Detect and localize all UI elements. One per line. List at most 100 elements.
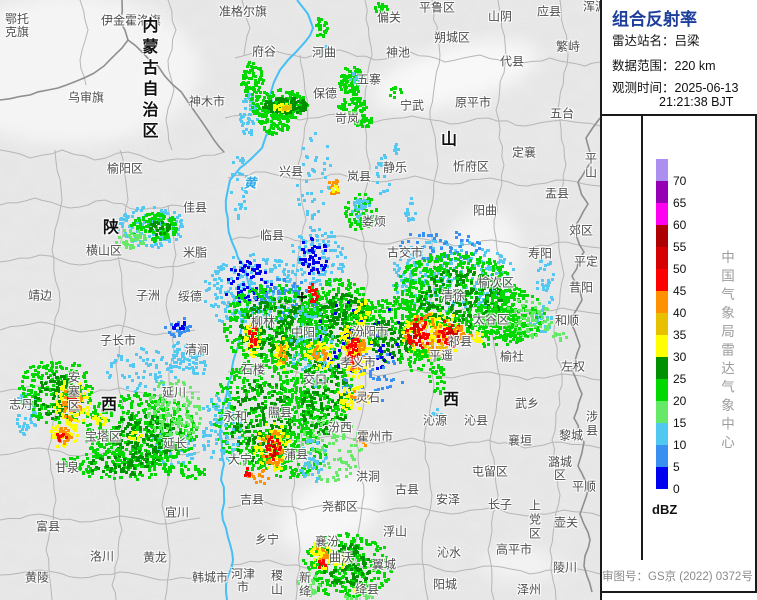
place-label: 米脂 xyxy=(182,245,208,260)
place-label: 稷山 xyxy=(269,569,284,597)
place-label: 新绛 xyxy=(297,571,312,599)
place-label: 岢岚 xyxy=(334,111,360,126)
place-label: 阳城 xyxy=(432,577,458,592)
dbz-tick-label: 65 xyxy=(673,196,687,210)
place-label: 保德 xyxy=(312,86,338,101)
place-label: 长子 xyxy=(487,497,513,512)
time-value-line2: 21:21:38 BJT xyxy=(659,95,734,109)
dbz-tick-label: 55 xyxy=(673,240,687,254)
place-label: 陵川 xyxy=(552,560,578,575)
province-label: 内蒙古自治区 xyxy=(139,17,157,143)
place-label: 吉县 xyxy=(239,492,265,507)
dbz-color-step xyxy=(656,181,668,203)
place-label: 娄烦 xyxy=(361,214,387,229)
dbz-tick-label: 15 xyxy=(673,416,687,430)
range-label: 数据范围： xyxy=(612,59,675,73)
header-separator-line xyxy=(602,114,757,116)
dbz-color-step xyxy=(656,159,668,181)
place-label: 孝义市 xyxy=(339,355,377,370)
dbz-color-step xyxy=(656,335,668,357)
place-label: 平顺 xyxy=(571,479,597,494)
map-canvas xyxy=(0,0,601,600)
dbz-color-step xyxy=(656,445,668,467)
place-label: 高平市 xyxy=(495,542,533,557)
place-label: 代县 xyxy=(499,54,525,69)
province-label: 西 xyxy=(100,396,122,414)
place-label: 榆社 xyxy=(499,349,525,364)
range-value: 220 km xyxy=(674,59,716,73)
dbz-tick-label: 60 xyxy=(673,218,687,232)
place-label: 平遥 xyxy=(428,348,454,363)
station-row: 雷达站名：吕梁 xyxy=(612,30,700,49)
dbz-tick-label: 10 xyxy=(673,438,687,452)
place-label: 襄垣 xyxy=(507,433,533,448)
time-label: 观测时间： xyxy=(612,81,675,95)
place-label: 黎城 xyxy=(558,428,584,443)
dbz-tick-label: 25 xyxy=(673,372,687,386)
dbz-tick-label: 45 xyxy=(673,284,687,298)
place-label: 朔城区 xyxy=(433,30,471,45)
dbz-color-step xyxy=(656,247,668,269)
info-panel: 组合反射率 雷达站名：吕梁 数据范围：220 km 观测时间：2025-06-1… xyxy=(602,0,757,600)
agency-watermark: 中国气象局雷达气象中心 xyxy=(719,250,734,454)
place-label: 太谷区 xyxy=(472,312,510,327)
place-label: 绥德 xyxy=(177,289,203,304)
place-label: 宝塔区 xyxy=(84,429,122,444)
place-label: 浑源 xyxy=(582,0,601,14)
place-label: 子洲 xyxy=(135,288,161,303)
place-label: 安塞区 xyxy=(66,371,81,413)
place-label: 河曲 xyxy=(311,45,337,60)
place-label: 乌审旗 xyxy=(67,90,105,105)
radar-echoes xyxy=(16,2,568,600)
dbz-tick-label: 0 xyxy=(673,482,680,496)
dbz-unit-label: dBZ xyxy=(652,502,678,517)
place-label: 隰县 xyxy=(267,405,293,420)
place-label: 山阴 xyxy=(487,9,513,24)
place-label: 汾阳市 xyxy=(351,324,389,339)
dbz-color-scale xyxy=(656,159,668,489)
legend-left-border xyxy=(641,114,643,560)
place-label: 平鲁区 xyxy=(418,0,456,15)
place-label: 定襄 xyxy=(511,145,537,160)
place-label: 阳曲 xyxy=(472,203,498,218)
place-label: 中阳 xyxy=(290,325,316,340)
dbz-color-step xyxy=(656,269,668,291)
dbz-tick-label: 5 xyxy=(673,460,680,474)
place-label: 蒲县 xyxy=(283,447,309,462)
time-value: 2025-06-13 xyxy=(674,81,739,95)
dbz-color-step xyxy=(656,225,668,247)
place-label: 昔阳 xyxy=(568,280,594,295)
place-label: 乡宁 xyxy=(254,532,280,547)
place-label: 石楼 xyxy=(240,362,266,377)
place-label: 神池 xyxy=(385,45,411,60)
place-label: 安泽 xyxy=(435,492,461,507)
place-label: 横山区 xyxy=(85,243,123,258)
station-label: 雷达站名： xyxy=(612,34,675,48)
place-label: 翼城 xyxy=(371,557,397,572)
place-label: 寿阳 xyxy=(527,246,553,261)
place-label: 静乐 xyxy=(382,160,408,175)
place-label: 子长市 xyxy=(99,333,137,348)
place-label: 沁水 xyxy=(436,545,462,560)
radar-station-cross-icon xyxy=(297,292,307,302)
dbz-tick-label: 35 xyxy=(673,328,687,342)
place-label: 鄂托 克旗 xyxy=(4,12,30,39)
place-label: 汾西 xyxy=(327,420,353,435)
place-label: 绛县 xyxy=(354,582,380,597)
dbz-color-step xyxy=(656,291,668,313)
place-label: 武乡 xyxy=(514,396,540,411)
place-label: 宜川 xyxy=(164,505,190,520)
place-label: 黄陵 xyxy=(24,570,50,585)
place-label: 永和 xyxy=(222,409,248,424)
place-label: 应县 xyxy=(536,4,562,19)
place-label: 和顺 xyxy=(554,313,580,328)
place-label: 平山 xyxy=(583,152,598,180)
dbz-color-step xyxy=(656,379,668,401)
place-label: 偏关 xyxy=(376,10,402,25)
place-label: 壶关 xyxy=(553,515,579,530)
place-label: 屯留区 xyxy=(471,464,509,479)
dbz-color-step xyxy=(656,203,668,225)
place-label: 尧都区 xyxy=(321,499,359,514)
place-label: 平定 xyxy=(573,254,599,269)
